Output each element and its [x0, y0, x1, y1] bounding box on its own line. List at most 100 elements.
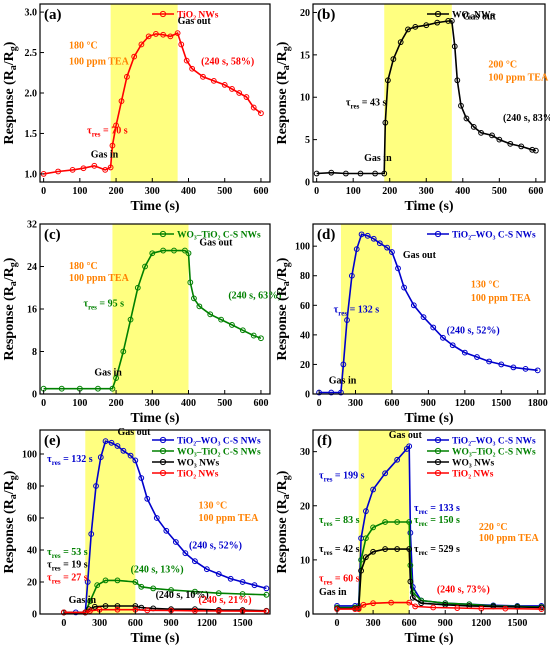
data-point [134, 284, 141, 291]
annotation: 100 ppm TEA [69, 273, 130, 284]
annotation: 200 °C [488, 60, 517, 71]
data-point [181, 247, 188, 254]
data-point [390, 56, 397, 62]
legend-label: WO₃ NWs [452, 459, 494, 469]
data-point [236, 90, 243, 96]
annotation: 100 ppm TEA [198, 513, 259, 524]
annotation: 180 °C [69, 261, 98, 272]
y-tick-label: 40 [27, 546, 37, 557]
data-point [388, 599, 395, 606]
x-axis-label: Time (s) [404, 411, 453, 426]
data-point [449, 342, 456, 349]
data-point [394, 546, 401, 552]
series-line [316, 20, 537, 175]
x-tick-label: 0 [41, 398, 46, 409]
y-tick-label: 0 [305, 178, 310, 189]
annotation: 130 °C [471, 280, 500, 291]
data-point [397, 39, 404, 46]
x-tick-label: 200 [382, 186, 397, 197]
data-point [215, 571, 222, 577]
x-tick-label: 100 [346, 186, 361, 197]
data-point [412, 23, 419, 30]
annotation: τres = 95 s [83, 298, 124, 311]
data-point [358, 231, 365, 238]
x-tick-label: 0 [317, 398, 322, 409]
data-point [364, 232, 371, 239]
y-tick-label: 32 [27, 220, 37, 231]
data-point [430, 604, 437, 611]
data-point [229, 322, 235, 328]
x-tick-label: 200 [109, 398, 124, 409]
data-point [384, 77, 391, 84]
legend-marker [159, 10, 167, 18]
x-tick-label: 1500 [491, 398, 511, 409]
x-tick-label: 600 [253, 186, 268, 197]
annotation: 180 °C [69, 41, 98, 52]
annotation: Gas out [463, 11, 497, 22]
x-tick-label: 300 [366, 618, 381, 629]
annotation: Gas in [329, 376, 357, 387]
data-point [370, 486, 377, 493]
data-point [138, 475, 145, 481]
data-point [461, 349, 468, 356]
y-tick-label: 10 [300, 93, 310, 104]
data-point [210, 77, 217, 84]
chart-panel-a: 0 100 200 300 400 500 600 1.0 1.5 2.0 2.5 3.0 Time (… [2, 3, 271, 214]
data-point [149, 250, 156, 257]
legend-label: TiO₂–WO₃ C-S NWs [452, 231, 536, 241]
data-point [420, 314, 427, 321]
legend-marker [159, 230, 167, 238]
data-point [114, 606, 121, 613]
x-tick-label: 900 [438, 618, 453, 629]
y-tick-label: 15 [300, 50, 310, 61]
data-point [113, 122, 119, 129]
data-point [448, 18, 455, 24]
data-point [340, 361, 347, 368]
x-tick-label: 500 [492, 186, 507, 197]
legend-marker [434, 230, 442, 238]
x-tick-label: 0 [314, 186, 319, 197]
data-point [406, 599, 413, 606]
data-point [518, 143, 525, 150]
data-point [534, 367, 541, 374]
y-tick-label: 0 [32, 610, 37, 621]
legend-marker [159, 469, 167, 477]
data-point [353, 246, 360, 253]
annotation: 220 °C [479, 522, 508, 533]
data-point [192, 607, 198, 614]
data-point [370, 600, 377, 607]
data-point [87, 598, 93, 605]
annotation: τrec = 150 s [414, 515, 460, 528]
data-point [382, 119, 389, 126]
data-point [409, 594, 416, 601]
data-point [355, 606, 362, 613]
annotation: Gas in [319, 587, 347, 598]
annotation: 100 ppm TEA [488, 72, 549, 83]
annotation: τrec = 529 s [414, 544, 460, 557]
annotation: (240 s, 10%) [156, 590, 209, 601]
legend-marker [159, 447, 167, 455]
data-point [395, 265, 401, 272]
data-point [243, 94, 250, 100]
data-point [102, 438, 109, 445]
data-point [55, 168, 62, 175]
data-point [498, 361, 505, 368]
data-point [132, 603, 139, 609]
data-point [120, 447, 127, 454]
annotation: τres = 132 s [334, 305, 380, 318]
series-line [337, 601, 542, 610]
data-point [239, 591, 246, 597]
data-point [384, 244, 390, 251]
data-point [227, 575, 234, 582]
x-tick-label: 400 [181, 398, 196, 409]
data-point [458, 102, 464, 109]
x-axis-label: Time (s) [130, 199, 179, 214]
chart-panel-c: 0 100 200 300 400 500 600 0 8 16 24 32 Time (s) Respo… [2, 220, 281, 427]
data-point [382, 546, 389, 552]
annotation: τres = 70 s [87, 125, 128, 138]
x-tick-label: 600 [253, 398, 268, 409]
x-tick-label: 600 [128, 618, 143, 629]
gas-exposure-band [85, 430, 136, 614]
x-tick-label: 300 [419, 186, 434, 197]
annotation: Gas in [364, 153, 392, 164]
